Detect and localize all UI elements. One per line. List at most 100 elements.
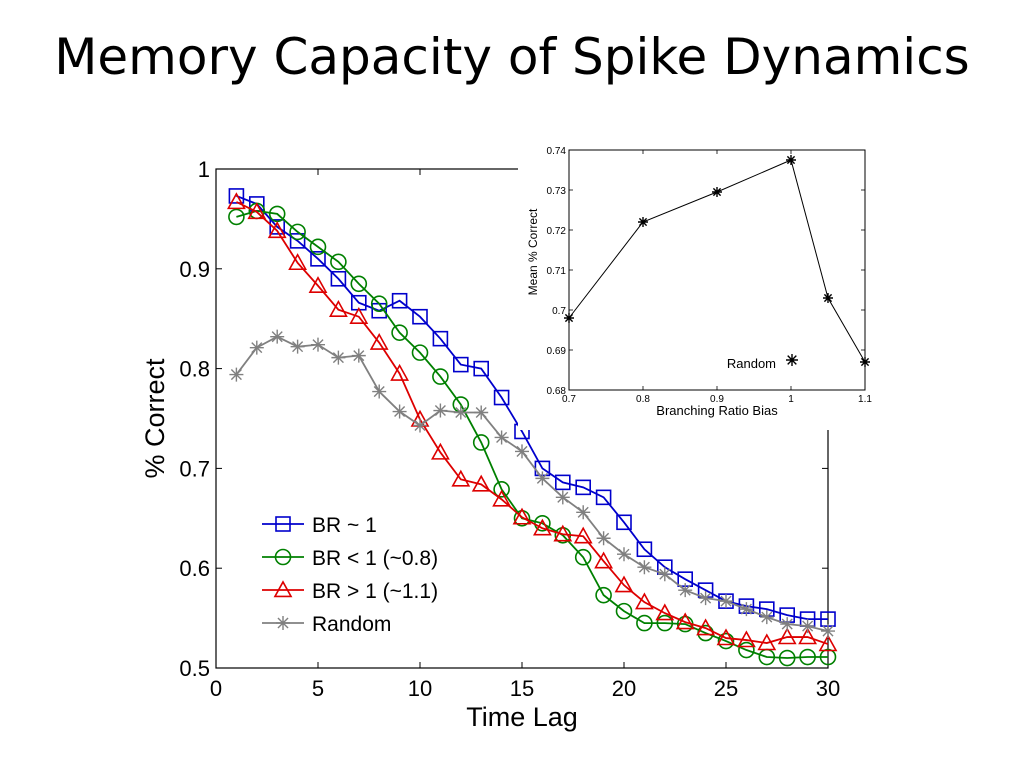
- square-marker: [412, 308, 428, 325]
- circle-marker: [350, 275, 368, 293]
- data-point: [574, 548, 592, 566]
- square-marker: [575, 479, 592, 496]
- data-point: [270, 329, 285, 344]
- data-point: [799, 648, 816, 666]
- triangle-marker: [532, 518, 552, 536]
- data-point: [392, 404, 407, 419]
- data-point: [228, 188, 245, 204]
- y-tick-label: 0.6: [179, 556, 210, 581]
- asterisk-marker: [311, 337, 325, 352]
- square-marker: [330, 270, 347, 287]
- inset-y-tick-label: 0.71: [547, 266, 567, 277]
- circle-marker: [391, 324, 408, 341]
- data-point: [350, 275, 368, 293]
- data-point: [656, 614, 674, 632]
- triangle-marker: [369, 332, 389, 350]
- triangle-marker: [512, 507, 532, 525]
- inset-data-point: [860, 357, 870, 367]
- data-point: [535, 471, 550, 486]
- triangle-marker: [573, 526, 593, 544]
- inset-x-axis-label: Branching Ratio Bias: [656, 403, 778, 418]
- data-point: [289, 223, 306, 241]
- triangle-marker: [226, 192, 246, 210]
- circle-marker: [309, 238, 327, 256]
- square-marker: [493, 389, 510, 406]
- inset-y-tick-label: 0.72: [547, 226, 567, 237]
- triangle-marker: [267, 221, 287, 239]
- legend-label: Random: [312, 613, 391, 636]
- data-point: [596, 531, 611, 546]
- data-point: [311, 337, 325, 352]
- data-point: [412, 308, 428, 325]
- data-point: [778, 649, 796, 667]
- data-point: [634, 592, 654, 610]
- asterisk-marker: [719, 594, 733, 609]
- series-line: [235, 335, 829, 632]
- data-point: [249, 340, 264, 355]
- data-point: [738, 641, 755, 659]
- inset-y-tick-label: 0.68: [547, 386, 567, 397]
- data-point: [777, 627, 797, 645]
- inset-data-point: [786, 155, 796, 165]
- asterisk-marker: [712, 187, 722, 197]
- data-point: [780, 617, 795, 632]
- data-point: [411, 344, 429, 361]
- data-point: [309, 238, 327, 256]
- asterisk-marker: [249, 340, 264, 355]
- legend-label: BR ~ 1: [312, 514, 377, 537]
- data-point: [616, 514, 632, 531]
- square-marker: [391, 292, 408, 309]
- data-point: [615, 602, 633, 620]
- triangle-marker: [349, 307, 369, 324]
- asterisk-marker: [800, 619, 815, 634]
- data-point: [413, 418, 427, 433]
- series-line: [236, 209, 828, 659]
- inset-x-tick-label: 0.7: [562, 394, 576, 405]
- data-point: [494, 430, 509, 445]
- triangle-marker: [634, 592, 654, 610]
- asterisk-marker: [515, 444, 529, 459]
- legend-marker: [274, 548, 292, 566]
- asterisk-marker: [270, 329, 285, 344]
- series-line: [236, 201, 829, 645]
- triangle-marker: [328, 300, 348, 317]
- asterisk-marker: [453, 405, 468, 420]
- data-point: [739, 602, 754, 617]
- circle-marker: [289, 223, 306, 241]
- data-point: [430, 442, 450, 460]
- triangle-marker: [492, 489, 512, 507]
- circle-marker: [274, 548, 292, 566]
- asterisk-marker: [759, 610, 774, 625]
- asterisk-marker: [860, 357, 870, 367]
- data-point: [594, 551, 614, 569]
- legend: BR ~ 1 BR < 1 (~0.8) BR > 1 (~1.1) Random: [262, 514, 438, 636]
- asterisk-marker: [474, 405, 489, 420]
- triangle-marker: [757, 633, 777, 651]
- series-2: [226, 192, 838, 652]
- circle-marker: [738, 641, 755, 659]
- x-tick-label: 0: [210, 676, 222, 701]
- data-point: [493, 481, 510, 498]
- triangle-marker: [798, 627, 818, 645]
- data-point: [614, 575, 634, 593]
- data-point: [308, 276, 328, 294]
- triangle-marker: [818, 634, 838, 652]
- data-point: [369, 332, 389, 350]
- circle-marker: [636, 614, 653, 632]
- inset-y-tick-label: 0.69: [547, 346, 567, 357]
- inset-random-annotation: Random: [727, 354, 798, 371]
- asterisk-marker: [596, 531, 611, 546]
- asterisk-marker: [657, 567, 672, 582]
- inset-x-tick-label: 0.8: [636, 394, 650, 405]
- asterisk-marker: [698, 591, 713, 606]
- data-point: [716, 628, 736, 646]
- asterisk-marker: [780, 617, 795, 632]
- triangle-marker: [594, 551, 614, 569]
- asterisk-marker: [290, 339, 305, 354]
- data-point: [229, 367, 244, 382]
- x-tick-label: 25: [714, 676, 738, 701]
- y-tick-label: 0.8: [179, 357, 210, 382]
- data-point: [818, 634, 838, 652]
- circle-marker: [615, 602, 633, 620]
- legend-entry: BR > 1 (~1.1): [262, 580, 438, 603]
